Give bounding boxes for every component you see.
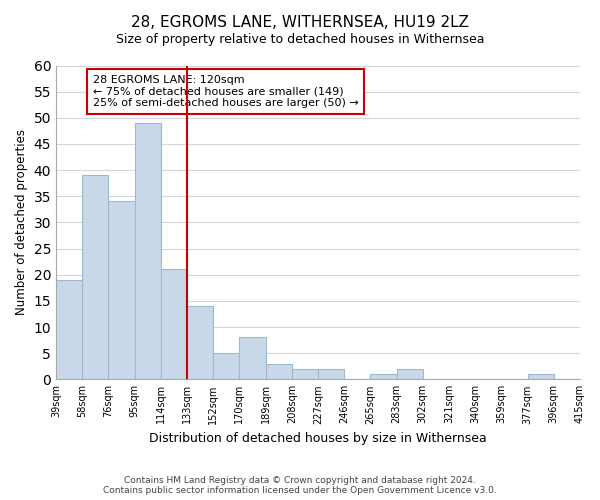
Text: 28, EGROMS LANE, WITHERNSEA, HU19 2LZ: 28, EGROMS LANE, WITHERNSEA, HU19 2LZ <box>131 15 469 30</box>
Bar <box>161 270 187 380</box>
Y-axis label: Number of detached properties: Number of detached properties <box>15 130 28 316</box>
Bar <box>292 369 318 380</box>
Bar <box>187 306 213 380</box>
Bar <box>527 374 554 380</box>
Bar <box>213 353 239 380</box>
Bar <box>134 123 161 380</box>
Text: Size of property relative to detached houses in Withernsea: Size of property relative to detached ho… <box>116 32 484 46</box>
Bar <box>370 374 397 380</box>
Bar <box>109 202 134 380</box>
Bar <box>318 369 344 380</box>
Text: 28 EGROMS LANE: 120sqm
← 75% of detached houses are smaller (149)
25% of semi-de: 28 EGROMS LANE: 120sqm ← 75% of detached… <box>93 75 358 108</box>
X-axis label: Distribution of detached houses by size in Withernsea: Distribution of detached houses by size … <box>149 432 487 445</box>
Bar <box>82 176 109 380</box>
Bar <box>56 280 82 380</box>
Text: Contains HM Land Registry data © Crown copyright and database right 2024.
Contai: Contains HM Land Registry data © Crown c… <box>103 476 497 495</box>
Bar <box>397 369 423 380</box>
Bar <box>239 338 266 380</box>
Bar <box>266 364 292 380</box>
